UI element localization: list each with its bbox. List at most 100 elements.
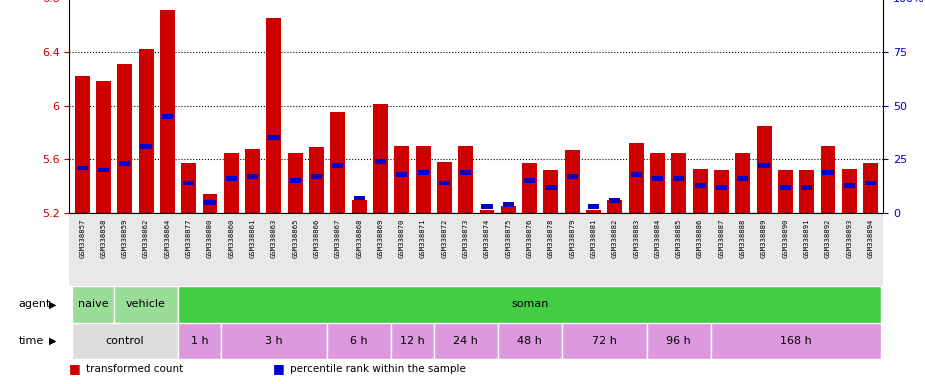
Text: transformed count: transformed count [86, 364, 183, 374]
Bar [842, 169, 857, 213]
Bar [561, 323, 647, 359]
Text: GSM338888: GSM338888 [740, 219, 746, 258]
Bar [204, 200, 216, 205]
Bar [160, 10, 175, 213]
Text: GSM338867: GSM338867 [335, 219, 341, 258]
Bar [162, 114, 173, 119]
Bar [863, 164, 878, 213]
Text: GSM338885: GSM338885 [676, 219, 682, 258]
Text: GSM338884: GSM338884 [655, 219, 660, 258]
Bar [96, 81, 111, 213]
Bar [224, 153, 239, 213]
Bar [226, 176, 237, 181]
Text: GSM338879: GSM338879 [569, 219, 575, 258]
Bar [71, 286, 114, 323]
Bar [716, 185, 727, 190]
Bar [309, 147, 324, 213]
Text: GSM338871: GSM338871 [420, 219, 426, 258]
Text: GSM338874: GSM338874 [484, 219, 490, 258]
Bar [799, 170, 814, 213]
Text: naive: naive [78, 299, 108, 310]
Bar [500, 207, 516, 213]
Bar [631, 172, 642, 177]
Bar [523, 164, 537, 213]
Bar [757, 126, 771, 213]
Text: GSM338860: GSM338860 [228, 219, 234, 258]
Bar [247, 174, 258, 179]
Text: time: time [18, 336, 43, 346]
Bar [75, 76, 90, 213]
Bar [565, 150, 580, 213]
Text: 96 h: 96 h [666, 336, 691, 346]
Text: GSM338866: GSM338866 [314, 219, 319, 258]
Text: GSM338865: GSM338865 [292, 219, 298, 258]
Bar [373, 104, 388, 213]
Bar [710, 323, 882, 359]
Bar [391, 323, 434, 359]
Bar [479, 210, 495, 213]
Bar [352, 200, 366, 213]
Bar [221, 323, 327, 359]
Bar [394, 146, 409, 213]
Bar [327, 323, 391, 359]
Bar [652, 176, 663, 181]
Text: ▶: ▶ [49, 336, 56, 346]
Bar [178, 286, 882, 323]
Bar [544, 170, 559, 213]
Text: GSM338881: GSM338881 [590, 219, 597, 258]
Bar [714, 170, 729, 213]
Bar [586, 210, 601, 213]
Text: GSM338878: GSM338878 [548, 219, 554, 258]
Bar [735, 153, 750, 213]
Bar [778, 170, 793, 213]
Bar [844, 183, 855, 187]
Text: GSM338864: GSM338864 [165, 219, 170, 258]
Bar [98, 168, 109, 172]
Bar [330, 113, 345, 213]
Text: GSM338890: GSM338890 [783, 219, 788, 258]
Text: ■: ■ [273, 362, 285, 375]
Bar [822, 170, 833, 175]
Bar [820, 146, 835, 213]
Bar [737, 176, 748, 181]
Text: GSM338883: GSM338883 [634, 219, 639, 258]
Text: GSM338889: GSM338889 [761, 219, 767, 258]
Text: GSM338870: GSM338870 [399, 219, 405, 258]
Bar [139, 49, 154, 213]
Text: 168 h: 168 h [780, 336, 812, 346]
Text: GSM338880: GSM338880 [207, 219, 213, 258]
Bar [650, 153, 665, 213]
Bar [266, 18, 281, 213]
Text: GSM338891: GSM338891 [804, 219, 809, 258]
Bar [181, 164, 196, 213]
Bar [647, 323, 710, 359]
Bar [801, 185, 812, 190]
Bar [672, 153, 686, 213]
Text: control: control [105, 336, 144, 346]
Text: GSM338875: GSM338875 [505, 219, 512, 258]
Bar [546, 185, 557, 190]
Text: GSM338894: GSM338894 [868, 219, 873, 258]
Text: GSM338868: GSM338868 [356, 219, 363, 258]
Bar [780, 185, 791, 190]
Text: ■: ■ [69, 362, 81, 375]
Text: 24 h: 24 h [453, 336, 478, 346]
Text: GSM338872: GSM338872 [441, 219, 448, 258]
Text: GSM338859: GSM338859 [122, 219, 128, 258]
Text: 6 h: 6 h [351, 336, 368, 346]
Text: GSM338861: GSM338861 [250, 219, 255, 258]
Bar [498, 323, 561, 359]
Bar [437, 162, 452, 213]
Text: GSM338893: GSM338893 [846, 219, 852, 258]
Bar [203, 194, 217, 213]
Bar [77, 166, 88, 170]
Text: GSM338857: GSM338857 [80, 219, 85, 258]
Text: 3 h: 3 h [265, 336, 283, 346]
Bar [183, 180, 194, 185]
Bar [481, 204, 493, 209]
Text: GSM338887: GSM338887 [719, 219, 724, 258]
Bar [610, 198, 621, 203]
Text: GSM338886: GSM338886 [697, 219, 703, 258]
Text: percentile rank within the sample: percentile rank within the sample [290, 364, 465, 374]
Bar [758, 164, 770, 168]
